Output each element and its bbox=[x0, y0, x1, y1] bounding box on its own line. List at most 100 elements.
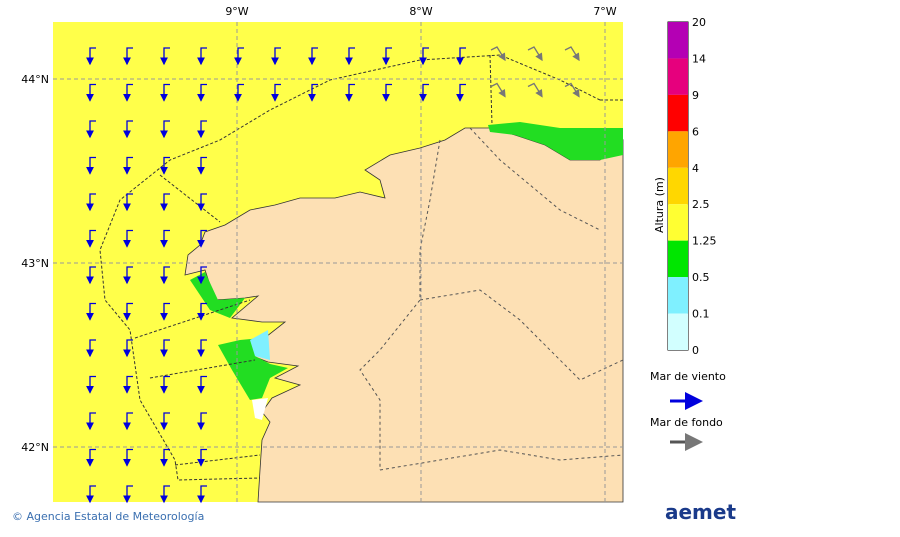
colorbar-segment bbox=[668, 240, 688, 278]
colorbar-label: 2.5 bbox=[692, 198, 710, 211]
graticule bbox=[53, 22, 623, 502]
colorbar-segment bbox=[668, 94, 688, 132]
wave-arrow bbox=[123, 229, 133, 248]
wave-arrow bbox=[564, 82, 580, 98]
wave-zone bbox=[488, 122, 623, 160]
wave-arrow bbox=[382, 83, 392, 102]
wave-arrow bbox=[160, 375, 170, 394]
lon-label: 9°W bbox=[225, 5, 248, 18]
map bbox=[53, 22, 624, 504]
wave-arrow bbox=[419, 83, 429, 102]
wave-arrow bbox=[234, 83, 244, 102]
wave-arrow bbox=[86, 448, 96, 467]
wave-arrow bbox=[308, 47, 318, 66]
wave-arrow bbox=[197, 485, 207, 504]
lat-label: 42°N bbox=[21, 441, 49, 454]
legend-label: Mar de viento bbox=[650, 370, 726, 383]
colorbar-segment bbox=[668, 131, 688, 168]
wave-arrow bbox=[527, 46, 543, 62]
wave-arrow bbox=[123, 120, 133, 139]
wave-arrow bbox=[123, 448, 133, 467]
wave-arrow bbox=[197, 412, 207, 431]
wave-arrow bbox=[490, 46, 506, 62]
wave-arrow bbox=[160, 120, 170, 139]
wave-arrow bbox=[123, 302, 133, 321]
wave-arrow bbox=[160, 193, 170, 212]
wave-arrow bbox=[160, 302, 170, 321]
wave-arrow bbox=[345, 83, 355, 102]
wave-arrow bbox=[86, 412, 96, 431]
lat-label: 44°N bbox=[21, 73, 49, 86]
colorbar-label: 20 bbox=[692, 16, 706, 29]
colorbar-segment bbox=[668, 22, 688, 59]
wave-arrow bbox=[160, 229, 170, 248]
wave-arrow bbox=[197, 302, 207, 321]
wave-arrow bbox=[271, 47, 281, 66]
wave-arrow bbox=[86, 120, 96, 139]
colorbar-label: 14 bbox=[692, 52, 706, 65]
lat-label: 43°N bbox=[21, 257, 49, 270]
wave-arrow bbox=[197, 339, 207, 358]
wave-arrow bbox=[86, 375, 96, 394]
wave-arrow bbox=[86, 193, 96, 212]
wave-arrow bbox=[160, 339, 170, 358]
border bbox=[359, 127, 624, 471]
wave-arrow bbox=[234, 47, 244, 66]
wave-arrow bbox=[197, 375, 207, 394]
wave-arrow bbox=[197, 156, 207, 175]
wave-arrow bbox=[86, 83, 96, 102]
wave-arrow bbox=[271, 83, 281, 102]
wave-arrow bbox=[197, 83, 207, 102]
wave-arrow bbox=[160, 412, 170, 431]
wave-arrow bbox=[160, 266, 170, 285]
wave-arrow bbox=[86, 229, 96, 248]
wave-arrow bbox=[197, 193, 207, 212]
colorbar-label: 4 bbox=[692, 162, 699, 175]
wave-arrow bbox=[123, 156, 133, 175]
colorbar-label: 9 bbox=[692, 89, 699, 102]
colorbar-label: 0 bbox=[692, 344, 699, 357]
wave-arrow bbox=[123, 193, 133, 212]
wave-arrow bbox=[86, 485, 96, 504]
colorbar-segment bbox=[668, 313, 688, 350]
wave-arrow bbox=[456, 83, 466, 102]
wave-arrow bbox=[123, 375, 133, 394]
wave-arrow bbox=[86, 339, 96, 358]
colorbar-segment bbox=[668, 204, 688, 241]
wave-arrow bbox=[160, 47, 170, 66]
legend-label: Mar de fondo bbox=[650, 416, 723, 429]
lon-label: 7°W bbox=[593, 5, 616, 18]
maritime-boundary bbox=[99, 54, 623, 481]
wave-arrow bbox=[456, 47, 466, 66]
wave-arrow bbox=[123, 412, 133, 431]
wave-arrow bbox=[197, 229, 207, 248]
wave-arrow bbox=[197, 120, 207, 139]
wave-arrow bbox=[527, 82, 543, 98]
wave-arrow bbox=[123, 485, 133, 504]
wave-arrow bbox=[382, 47, 392, 66]
wave-zone bbox=[252, 398, 268, 420]
wave-arrow bbox=[160, 83, 170, 102]
wave-arrow bbox=[123, 83, 133, 102]
wave-arrow bbox=[308, 83, 318, 102]
wave-arrow bbox=[86, 302, 96, 321]
wave-arrow bbox=[123, 266, 133, 285]
colorbar-label: 0.1 bbox=[692, 308, 710, 321]
colorbar-label: 1.25 bbox=[692, 235, 717, 248]
land bbox=[184, 127, 624, 503]
wave-arrow bbox=[86, 266, 96, 285]
wave-arrow bbox=[490, 82, 506, 98]
wave-arrow bbox=[123, 47, 133, 66]
wave-zone bbox=[218, 338, 288, 400]
colorbar-title: Altura (m) bbox=[653, 177, 666, 233]
wave-arrow bbox=[86, 156, 96, 175]
wave-arrow bbox=[160, 448, 170, 467]
wave-arrow bbox=[197, 448, 207, 467]
wave-arrow bbox=[160, 156, 170, 175]
colorbar-segment bbox=[668, 277, 688, 314]
wave-arrow bbox=[160, 485, 170, 504]
wave-arrow bbox=[197, 47, 207, 66]
wave-arrow bbox=[345, 47, 355, 66]
wave-arrow bbox=[197, 266, 207, 285]
